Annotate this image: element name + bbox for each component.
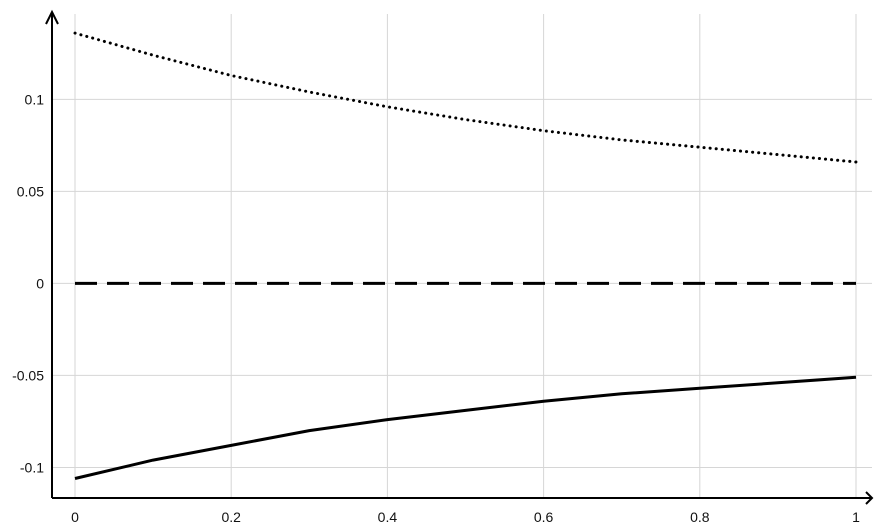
x-tick-label: 0.8 — [690, 509, 710, 524]
y-tick-label: 0 — [36, 275, 44, 291]
series-dotted-line — [73, 31, 858, 164]
y-tick-label: 0.05 — [17, 183, 44, 199]
x-tick-label: 0 — [71, 509, 79, 524]
x-tick-label: 0.6 — [534, 509, 554, 524]
series-solid-line — [74, 375, 857, 480]
x-tick-label: 1 — [852, 509, 860, 524]
grid — [52, 14, 872, 498]
y-tick-label: 0.1 — [25, 91, 45, 107]
axes — [45, 9, 874, 505]
y-tick-label: -0.05 — [12, 367, 44, 383]
y-tick-label: -0.1 — [20, 459, 44, 475]
x-tick-label: 0.4 — [378, 509, 398, 524]
series-group — [73, 31, 858, 480]
x-axis-arrow-icon — [865, 491, 874, 505]
x-tick-label: 0.2 — [221, 509, 241, 524]
y-axis-arrow-icon — [45, 9, 59, 25]
tick-labels: 0 0.2 0.4 0.6 0.8 1 -0.1 -0.05 0 0.05 0.1 — [12, 91, 860, 524]
